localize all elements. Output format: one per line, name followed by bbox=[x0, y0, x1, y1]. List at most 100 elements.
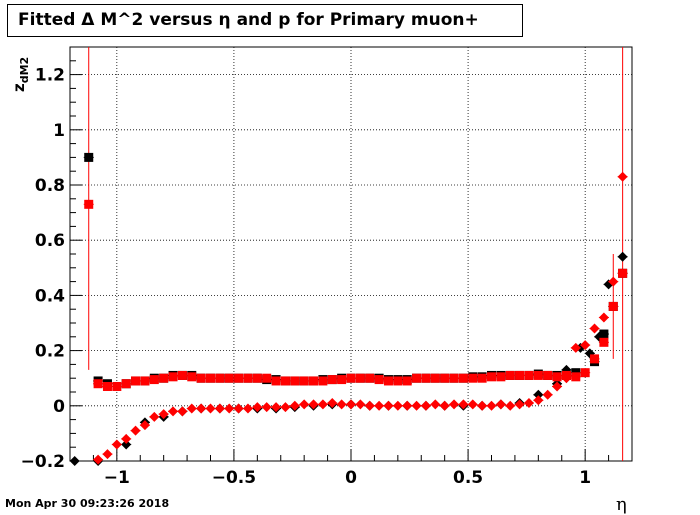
diamond-marker bbox=[561, 373, 572, 384]
diamond-marker bbox=[93, 454, 104, 465]
diamond-marker bbox=[533, 389, 544, 400]
y-tick-label: 1.2 bbox=[35, 66, 65, 86]
error-bars bbox=[88, 47, 624, 461]
square-marker bbox=[149, 375, 159, 385]
diamond-marker bbox=[196, 403, 207, 414]
y-tick-label: 0.4 bbox=[35, 286, 65, 306]
square-marker bbox=[477, 373, 487, 383]
diamond-marker bbox=[495, 399, 506, 410]
square-marker bbox=[449, 373, 459, 383]
diamond-marker bbox=[168, 406, 179, 417]
square-marker bbox=[252, 373, 262, 383]
diamond-marker bbox=[439, 400, 450, 411]
x-tick-label: −1 bbox=[104, 468, 130, 488]
square-marker bbox=[599, 337, 609, 347]
diamond-marker bbox=[177, 406, 188, 417]
diamond-marker bbox=[121, 439, 132, 450]
diamond-marker bbox=[130, 425, 141, 436]
square-marker bbox=[121, 379, 131, 389]
diamond-marker bbox=[205, 403, 216, 414]
square-marker bbox=[496, 372, 506, 382]
diamond-marker bbox=[139, 420, 150, 431]
square-marker bbox=[243, 373, 253, 383]
x-tick-label: 0.5 bbox=[453, 468, 483, 488]
diamond-marker bbox=[383, 400, 394, 411]
diamond-marker bbox=[186, 403, 197, 414]
diamond-marker bbox=[411, 400, 422, 411]
y-axis-label: zdM2 bbox=[10, 56, 31, 92]
square-marker bbox=[131, 376, 141, 386]
data-points bbox=[69, 152, 628, 466]
square-marker bbox=[524, 370, 534, 380]
diamond-marker bbox=[542, 389, 553, 400]
y-tick-label: 0 bbox=[53, 397, 65, 417]
square-marker bbox=[421, 373, 431, 383]
square-marker bbox=[383, 376, 393, 386]
square-marker bbox=[515, 370, 525, 380]
square-marker bbox=[458, 373, 468, 383]
diamond-marker bbox=[449, 399, 460, 410]
diamond-marker bbox=[158, 409, 169, 420]
diamond-marker bbox=[69, 456, 80, 466]
diamond-marker bbox=[289, 400, 300, 411]
square-marker bbox=[168, 372, 178, 382]
x-tick-label: −0.5 bbox=[212, 468, 256, 488]
diamond-marker bbox=[420, 400, 431, 411]
diamond-marker bbox=[364, 400, 375, 411]
diamond-marker bbox=[271, 402, 282, 413]
square-marker bbox=[327, 375, 337, 385]
square-marker bbox=[412, 373, 422, 383]
square-marker bbox=[84, 199, 94, 209]
square-marker bbox=[102, 381, 112, 391]
square-marker bbox=[543, 370, 553, 380]
square-marker bbox=[177, 370, 187, 380]
diamond-marker bbox=[261, 402, 272, 413]
y-tick-label: −0.2 bbox=[21, 452, 65, 472]
square-marker bbox=[533, 370, 543, 380]
timestamp: Mon Apr 30 09:23:26 2018 bbox=[5, 497, 170, 510]
diamond-marker bbox=[523, 398, 534, 409]
square-marker bbox=[299, 376, 309, 386]
diamond-marker bbox=[111, 439, 122, 450]
diamond-marker bbox=[617, 171, 628, 182]
square-marker bbox=[290, 376, 300, 386]
square-marker bbox=[355, 373, 365, 383]
axis-ticks bbox=[70, 46, 633, 462]
diamond-marker bbox=[317, 399, 328, 410]
diamond-marker bbox=[598, 312, 609, 323]
x-axis-label: η bbox=[616, 494, 627, 515]
square-marker bbox=[159, 373, 169, 383]
diamond-marker bbox=[552, 381, 563, 392]
x-tick-label: 0 bbox=[345, 468, 357, 488]
square-marker bbox=[430, 373, 440, 383]
square-marker bbox=[608, 301, 618, 311]
square-marker bbox=[318, 376, 328, 386]
diamond-marker bbox=[430, 399, 441, 410]
diamond-marker bbox=[505, 400, 516, 411]
square-marker bbox=[215, 373, 225, 383]
diamond-marker bbox=[299, 399, 310, 410]
y-tick-label: 1 bbox=[53, 121, 65, 141]
diamond-marker bbox=[477, 400, 488, 411]
diamond-marker bbox=[214, 403, 225, 414]
diamond-marker bbox=[149, 411, 160, 422]
diamond-marker bbox=[355, 399, 366, 410]
square-marker bbox=[187, 372, 197, 382]
diamond-marker bbox=[224, 403, 235, 414]
square-marker bbox=[112, 381, 122, 391]
square-marker bbox=[393, 376, 403, 386]
square-marker bbox=[618, 268, 628, 278]
diamond-marker bbox=[458, 399, 469, 410]
x-tick-label: 1 bbox=[579, 468, 591, 488]
y-tick-label: 0.2 bbox=[35, 342, 65, 362]
diamond-marker bbox=[392, 400, 403, 411]
square-marker bbox=[402, 376, 412, 386]
square-marker bbox=[140, 376, 150, 386]
diamond-marker bbox=[486, 400, 497, 411]
diamond-marker bbox=[617, 251, 628, 262]
diamond-marker bbox=[467, 399, 478, 410]
square-marker bbox=[262, 373, 272, 383]
diamond-marker bbox=[514, 399, 525, 410]
square-marker bbox=[571, 372, 581, 382]
